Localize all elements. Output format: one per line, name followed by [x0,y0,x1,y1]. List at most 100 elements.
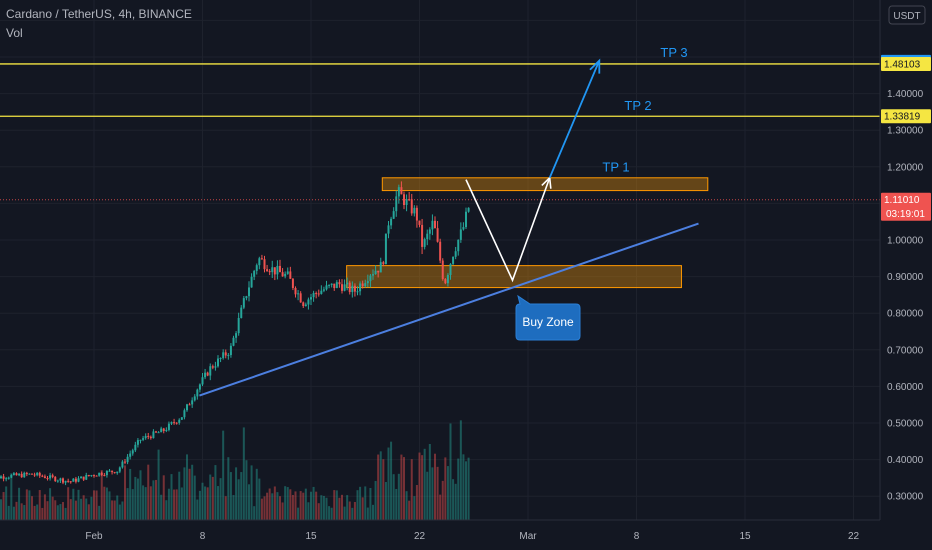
candle-body [41,475,44,477]
currency-button-frame[interactable] [888,5,926,25]
candle-body [276,265,279,275]
take-profit-label[interactable]: TP 2 [624,98,651,113]
candle-body [237,317,240,334]
candle-body [20,473,23,478]
projection-path-white[interactable] [465,177,551,283]
candle-body [462,227,465,230]
volume-bar [80,498,83,520]
volume-bar [310,491,312,520]
candle-body [54,476,57,482]
candle-body [170,422,173,424]
candle-body [377,270,380,273]
price-axis-tick-label: 1.40000 [887,89,924,100]
currency-button-label[interactable]: USDT [893,11,920,22]
volume-bar [335,490,338,520]
volume-bar [260,498,263,520]
candle-body [361,283,364,287]
candle-body [28,473,31,475]
take-profit-label[interactable]: TP 3 [660,45,687,60]
volume-bar [462,454,465,520]
candle-body [372,274,374,276]
volume-bar [147,464,150,520]
candle-body [258,258,261,266]
candle-body [431,220,434,230]
volume-bar [359,486,362,520]
volume-bar [198,490,201,520]
drawings [199,58,699,397]
currency-button[interactable]: USDT [888,5,926,25]
time-axis-tick-label: Feb [85,531,103,542]
time-axis[interactable]: Feb 8 15 22 Mar 8 15 22 [85,531,859,542]
candle-body [46,478,49,480]
candle-body [312,293,315,298]
volume-bar [136,478,139,520]
candle-body [392,211,395,219]
volume-bar [449,423,452,520]
volume-bar [28,490,31,520]
horizontal-levels [0,63,880,201]
candle-body [232,337,235,346]
volume-bar [418,452,421,520]
trendline[interactable] [199,222,699,397]
volume-bar [196,499,199,520]
volume-indicator-label[interactable]: Vol [6,26,23,40]
volume-bar [98,505,101,520]
candle-body [348,282,351,293]
price-axis[interactable]: 1.40000 1.30000 1.20000 1.00000 0.90000 0.800… [887,89,924,503]
volume-bar [294,491,297,520]
candle-body [160,428,163,433]
volume-bar [59,504,62,520]
volume-bar [273,486,276,520]
candle-body [196,389,199,397]
candle-body [408,199,411,201]
volume-bar [390,441,393,520]
volume-bar [62,502,64,520]
volume-bar [330,507,333,520]
candle-body [253,270,256,277]
volume-bar [77,489,80,520]
volume-bar [374,480,377,520]
candle-body [121,461,124,468]
volume-bar [25,489,28,520]
candle-body [201,377,204,385]
volume-bar [452,479,455,520]
volume-bar [126,488,129,520]
candle-body [98,472,101,476]
volume-bar [250,465,253,520]
candle-body [113,472,116,474]
volume-bar [206,487,209,520]
candle-body [183,410,186,418]
candle-body [248,287,250,297]
candle-body [74,478,77,482]
candle-body [439,241,442,261]
volume-bar [211,476,214,520]
candle-body [224,352,227,356]
callout-bubble[interactable] [515,294,581,341]
price-axis-tick-label: 0.30000 [887,492,924,503]
candle-body [366,281,369,284]
volume-bar [167,488,170,520]
projection-path-blue[interactable] [548,60,601,179]
candle-body [245,296,248,299]
volume-bar [134,476,137,520]
candle-body [423,239,426,247]
candle-body [80,476,83,479]
volume-bar [0,499,3,520]
buy-zone-callout[interactable]: Buy Zone [515,294,581,341]
volume-bar [214,465,217,520]
candle-body [317,293,320,295]
volume-bar [100,470,103,520]
volume-bar [245,460,248,520]
price-axis-tick-label: 0.90000 [887,272,924,283]
candle-body [446,275,449,284]
take-profit-label[interactable]: TP 1 [602,160,629,175]
price-axis-tick-label: 1.00000 [887,236,924,247]
callout-text: Buy Zone [522,315,574,329]
candle-body [415,207,418,221]
volume-bar [242,427,245,520]
volume-bar [286,487,289,520]
candle-body [152,431,155,439]
